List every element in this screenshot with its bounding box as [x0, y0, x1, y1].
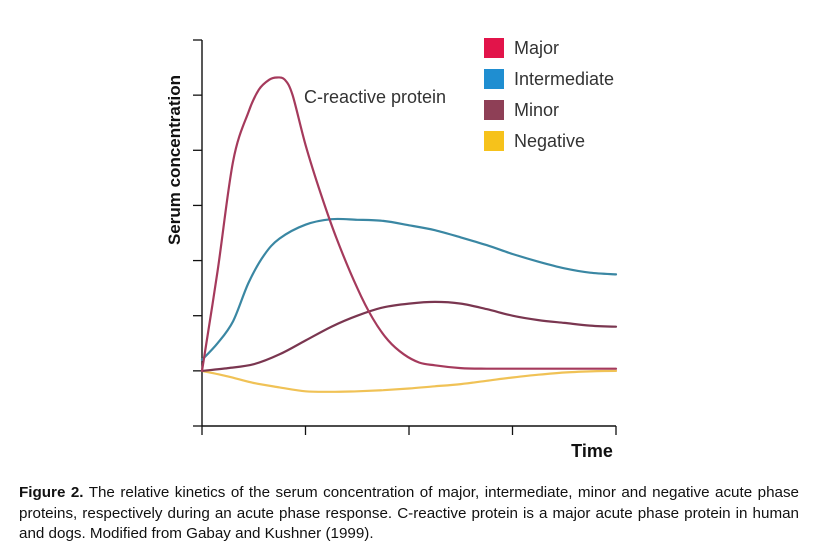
legend-item-intermediate: Intermediate	[484, 69, 614, 89]
curve-negative	[200, 369, 618, 393]
x-axis-label: Time	[571, 441, 613, 461]
curves	[200, 76, 618, 393]
legend-swatch-minor	[484, 100, 504, 120]
crp-annotation: C-reactive protein	[304, 87, 446, 107]
legend-label-minor: Minor	[514, 100, 559, 120]
legend-label-intermediate: Intermediate	[514, 69, 614, 89]
axis-ticks	[193, 39, 617, 435]
legend-swatch-negative	[484, 131, 504, 151]
caption-text: The relative kinetics of the serum conce…	[19, 484, 799, 542]
legend-item-negative: Negative	[484, 131, 585, 151]
y-axis-label: Serum concentration	[165, 75, 184, 245]
curve-minor	[200, 300, 618, 372]
legend: Major Intermediate Minor Negative	[484, 38, 614, 151]
legend-swatch-intermediate	[484, 69, 504, 89]
figure-caption: Figure 2. The relative kinetics of the s…	[19, 483, 799, 545]
acute-phase-kinetics-chart: Serum concentration Time C-reactive prot…	[165, 38, 618, 461]
legend-item-major: Major	[484, 38, 559, 58]
legend-label-major: Major	[514, 38, 559, 58]
legend-label-negative: Negative	[514, 131, 585, 151]
legend-swatch-major	[484, 38, 504, 58]
curve-major	[200, 76, 618, 372]
legend-item-minor: Minor	[484, 100, 559, 120]
curve-intermediate	[200, 217, 618, 361]
caption-label: Figure 2.	[19, 484, 84, 501]
